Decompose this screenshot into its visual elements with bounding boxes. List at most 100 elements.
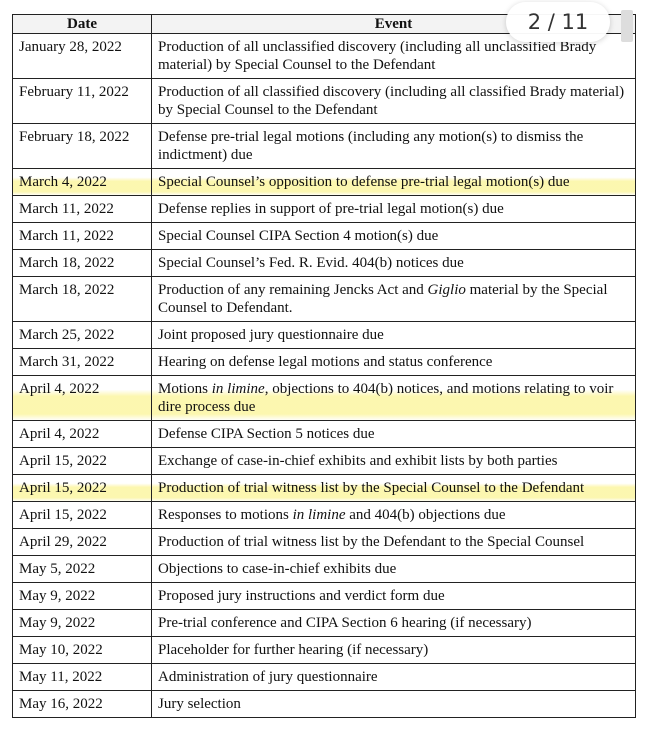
event-cell: Special Counsel CIPA Section 4 motion(s)…: [151, 222, 636, 250]
event-text: Placeholder for further hearing (if nece…: [158, 642, 429, 658]
event-text: Production of trial witness list by the …: [158, 480, 585, 496]
scroll-handle[interactable]: [621, 10, 633, 42]
event-text: Proposed jury instructions and verdict f…: [158, 588, 445, 604]
date-cell: March 11, 2022: [12, 195, 152, 223]
event-cell: Motions in limine, objections to 404(b) …: [151, 375, 636, 421]
table-row: March 31, 2022 Hearing on defense legal m…: [12, 348, 636, 376]
event-text: Jury selection: [158, 696, 241, 712]
event-text: Joint proposed jury questionnaire due: [158, 327, 384, 343]
table-row: March 11, 2022 Special Counsel CIPA Secti…: [12, 222, 636, 250]
event-cell: Proposed jury instructions and verdict f…: [151, 582, 636, 610]
event-text: Production of all classified discovery (…: [158, 84, 625, 118]
table-row: March 11, 2022 Defense replies in support…: [12, 195, 636, 223]
event-cell: Production of all unclassified discovery…: [151, 33, 636, 79]
date-cell: May 9, 2022: [12, 609, 152, 637]
date-cell: April 29, 2022: [12, 528, 152, 556]
table-row: May 5, 2022 Objections to case-in-chief e…: [12, 555, 636, 583]
page-indicator: 2 / 11: [506, 2, 610, 42]
event-text: Exchange of case-in-chief exhibits and e…: [158, 453, 558, 469]
event-italic: in limine: [211, 381, 265, 397]
date-cell: February 18, 2022: [12, 123, 152, 169]
event-cell: Placeholder for further hearing (if nece…: [151, 636, 636, 664]
event-text: Motions: [158, 381, 212, 397]
table-row: May 9, 2022 Pre-trial conference and CIPA…: [12, 609, 636, 637]
table-row: May 10, 2022 Placeholder for further hear…: [12, 636, 636, 664]
event-text: , objections to 404(b) notices, and moti…: [158, 381, 614, 415]
event-text: Special Counsel’s opposition to defense …: [158, 174, 570, 190]
table-row: April 15, 2022 Production of trial witnes…: [12, 474, 636, 502]
date-cell: April 15, 2022: [12, 447, 152, 475]
event-cell: Objections to case-in-chief exhibits due: [151, 555, 636, 583]
date-cell: March 25, 2022: [12, 321, 152, 349]
date-cell: May 10, 2022: [12, 636, 152, 664]
table-row: April 15, 2022 Responses to motions in li…: [12, 501, 636, 529]
event-text: and 404(b) objections due: [345, 507, 506, 523]
date-cell: May 11, 2022: [12, 663, 152, 691]
schedule-table: Date Event January 28, 2022 Production of…: [12, 14, 636, 718]
event-cell: Production of any remaining Jencks Act a…: [151, 276, 636, 322]
date-cell: March 4, 2022: [12, 168, 152, 196]
event-cell: Responses to motions in limine and 404(b…: [151, 501, 636, 529]
event-text: Objections to case-in-chief exhibits due: [158, 561, 397, 577]
event-cell: Defense pre-trial legal motions (includi…: [151, 123, 636, 169]
table-row: April 4, 2022 Defense CIPA Section 5 noti…: [12, 420, 636, 448]
table-row: April 4, 2022 Motions in limine, objectio…: [12, 375, 636, 421]
event-cell: Exchange of case-in-chief exhibits and e…: [151, 447, 636, 475]
event-cell: Jury selection: [151, 690, 636, 718]
table-row: May 16, 2022 Jury selection: [12, 690, 636, 718]
date-cell: March 11, 2022: [12, 222, 152, 250]
event-text: Administration of jury questionnaire: [158, 669, 378, 685]
table-body: January 28, 2022 Production of all unclas…: [12, 33, 636, 718]
event-text: Defense CIPA Section 5 notices due: [158, 426, 375, 442]
event-cell: Production of trial witness list by the …: [151, 474, 636, 502]
header-cell: Date: [12, 14, 152, 34]
date-cell: April 4, 2022: [12, 375, 152, 421]
date-cell: January 28, 2022: [12, 33, 152, 79]
event-text: Pre-trial conference and CIPA Section 6 …: [158, 615, 532, 631]
event-italic: in limine: [292, 507, 346, 523]
event-text: Production of any remaining Jencks Act a…: [158, 282, 428, 298]
event-cell: Special Counsel’s opposition to defense …: [151, 168, 636, 196]
event-cell: Production of all classified discovery (…: [151, 78, 636, 124]
table-row: March 18, 2022 Special Counsel’s Fed. R. …: [12, 249, 636, 277]
date-cell: May 16, 2022: [12, 690, 152, 718]
date-cell: May 5, 2022: [12, 555, 152, 583]
date-cell: March 18, 2022: [12, 276, 152, 322]
date-cell: February 11, 2022: [12, 78, 152, 124]
event-text: Hearing on defense legal motions and sta…: [158, 354, 493, 370]
event-text: Production of trial witness list by the …: [158, 534, 585, 550]
event-text: Defense replies in support of pre-trial …: [158, 201, 504, 217]
event-cell: Pre-trial conference and CIPA Section 6 …: [151, 609, 636, 637]
event-text: Responses to motions: [158, 507, 293, 523]
date-cell: April 4, 2022: [12, 420, 152, 448]
event-cell: Hearing on defense legal motions and sta…: [151, 348, 636, 376]
event-text: Production of all unclassified discovery…: [158, 39, 597, 73]
event-text: Defense pre-trial legal motions (includi…: [158, 129, 584, 163]
event-cell: Defense CIPA Section 5 notices due: [151, 420, 636, 448]
date-cell: May 9, 2022: [12, 582, 152, 610]
table-row: March 4, 2022 Special Counsel’s oppositio…: [12, 168, 636, 196]
event-cell: Administration of jury questionnaire: [151, 663, 636, 691]
date-cell: April 15, 2022: [12, 474, 152, 502]
event-italic: Giglio: [427, 282, 466, 298]
date-cell: March 31, 2022: [12, 348, 152, 376]
event-text: material by the Special Counsel to Defen…: [158, 282, 608, 316]
table-row: April 15, 2022 Exchange of case-in-chief …: [12, 447, 636, 475]
event-cell: Special Counsel’s Fed. R. Evid. 404(b) n…: [151, 249, 636, 277]
table-row: January 28, 2022 Production of all unclas…: [12, 33, 636, 79]
event-cell: Joint proposed jury questionnaire due: [151, 321, 636, 349]
table-row: February 11, 2022 Production of all class…: [12, 78, 636, 124]
table-row: February 18, 2022 Defense pre-trial legal…: [12, 123, 636, 169]
table-row: March 18, 2022 Production of any remainin…: [12, 276, 636, 322]
table-row: May 11, 2022 Administration of jury quest…: [12, 663, 636, 691]
event-text: Special Counsel CIPA Section 4 motion(s)…: [158, 228, 439, 244]
table-row: May 9, 2022 Proposed jury instructions an…: [12, 582, 636, 610]
event-cell: Production of trial witness list by the …: [151, 528, 636, 556]
date-cell: March 18, 2022: [12, 249, 152, 277]
table-row: April 29, 2022 Production of trial witnes…: [12, 528, 636, 556]
table-row: March 25, 2022 Joint proposed jury questi…: [12, 321, 636, 349]
event-text: Special Counsel’s Fed. R. Evid. 404(b) n…: [158, 255, 464, 271]
event-cell: Defense replies in support of pre-trial …: [151, 195, 636, 223]
date-cell: April 15, 2022: [12, 501, 152, 529]
